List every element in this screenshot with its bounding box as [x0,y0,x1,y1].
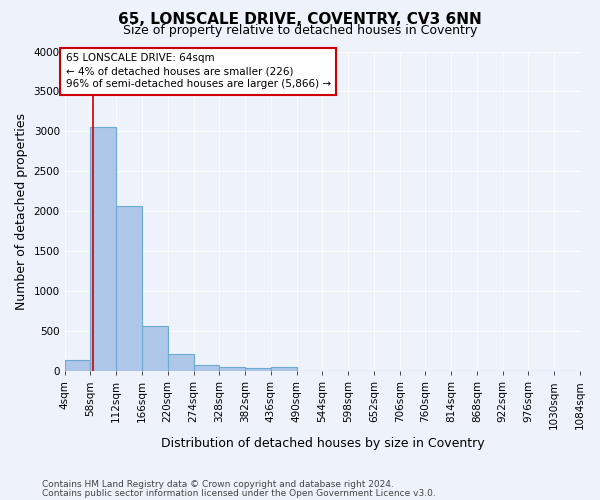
Bar [168,354,193,371]
Bar [245,368,271,371]
Text: 65 LONSCALE DRIVE: 64sqm
← 4% of detached houses are smaller (226)
96% of semi-d: 65 LONSCALE DRIVE: 64sqm ← 4% of detache… [65,53,331,90]
Text: Contains HM Land Registry data © Crown copyright and database right 2024.: Contains HM Land Registry data © Crown c… [42,480,394,489]
Bar [91,126,116,371]
Text: 65, LONSCALE DRIVE, COVENTRY, CV3 6NN: 65, LONSCALE DRIVE, COVENTRY, CV3 6NN [118,12,482,28]
Text: Size of property relative to detached houses in Coventry: Size of property relative to detached ho… [123,24,477,37]
Bar [271,367,296,371]
Bar [193,364,219,371]
Bar [116,206,142,371]
X-axis label: Distribution of detached houses by size in Coventry: Distribution of detached houses by size … [161,437,484,450]
Bar [219,366,245,371]
Y-axis label: Number of detached properties: Number of detached properties [15,113,28,310]
Bar [142,326,168,371]
Text: Contains public sector information licensed under the Open Government Licence v3: Contains public sector information licen… [42,488,436,498]
Bar [65,360,91,371]
